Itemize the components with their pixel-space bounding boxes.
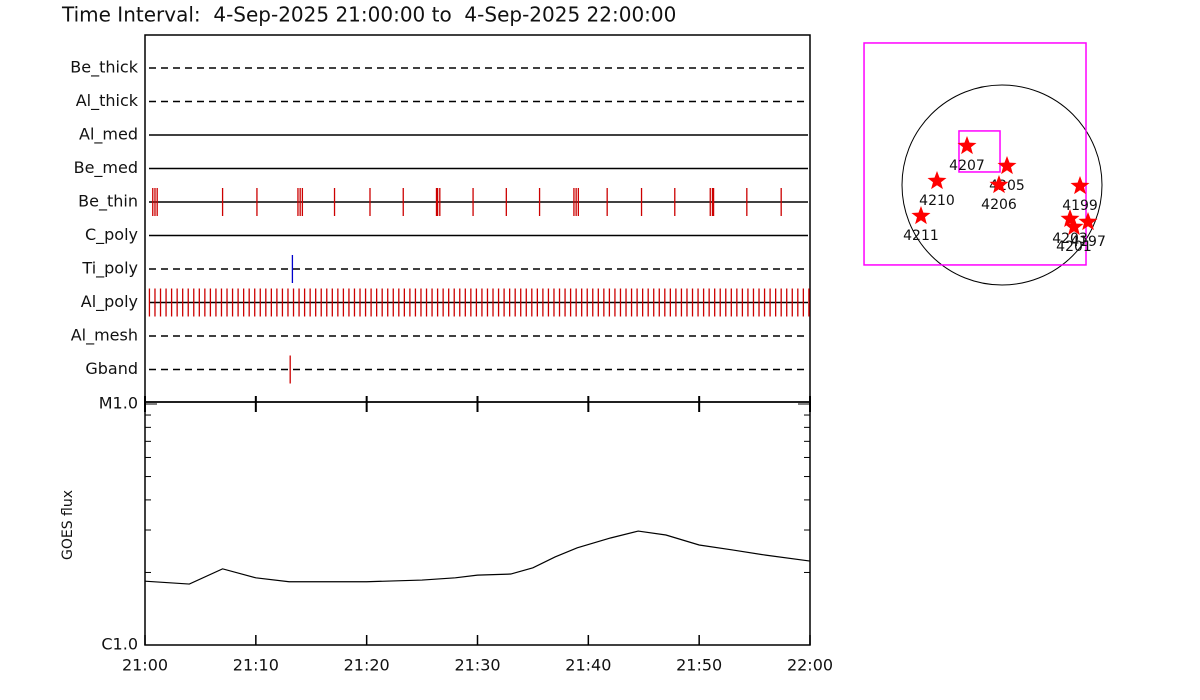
y-tick-label: M1.0 [99,394,138,413]
region-label: 4210 [919,193,955,209]
row-label: Gband [85,359,138,378]
y-tick-label: C1.0 [101,635,138,654]
region-label: 4197 [1070,234,1106,250]
x-tick-label: 21:10 [233,656,279,675]
goes-frame [144,401,811,646]
x-tick-label: 21:50 [676,656,722,675]
region-label: 4207 [949,158,985,174]
region-label: 4201 [1056,239,1092,255]
region-label: 4211 [903,228,939,244]
fov-box [863,42,1087,266]
x-tick-label: 21:30 [454,656,500,675]
region-star [1078,212,1098,231]
region-star [1064,217,1084,236]
region-star [957,136,977,155]
region-star [911,206,931,225]
x-tick-label: 22:00 [787,656,833,675]
row-label: Al_med [79,125,138,145]
region-label: 4206 [981,197,1017,213]
region-star [989,175,1009,194]
x-tick-label: 21:20 [344,656,390,675]
row-label: Be_thin [78,192,138,212]
region-star [1070,176,1090,195]
chart-title: Time Interval: 4-Sep-2025 21:00:00 to 4-… [61,3,676,27]
row-label: Al_thick [76,91,139,111]
row-label: Be_med [74,158,138,178]
timeline-frame [144,34,811,403]
solar-disk [901,84,1103,286]
row-label: C_poly [85,225,138,245]
row-label: Al_poly [81,292,138,312]
fov-box [958,130,1001,173]
row-label: Be_thick [70,58,138,78]
row-label: Ti_poly [81,259,138,279]
y-axis-label: GOES flux [60,490,76,560]
row-label: Al_mesh [71,326,138,346]
region-star [927,171,947,190]
region-label: 4199 [1062,198,1098,214]
goes-line [144,530,811,585]
region-label: 4203 [1052,231,1088,247]
x-tick-label: 21:00 [122,656,168,675]
region-star [1060,209,1080,227]
region-star [997,156,1017,175]
x-tick-label: 21:40 [565,656,611,675]
